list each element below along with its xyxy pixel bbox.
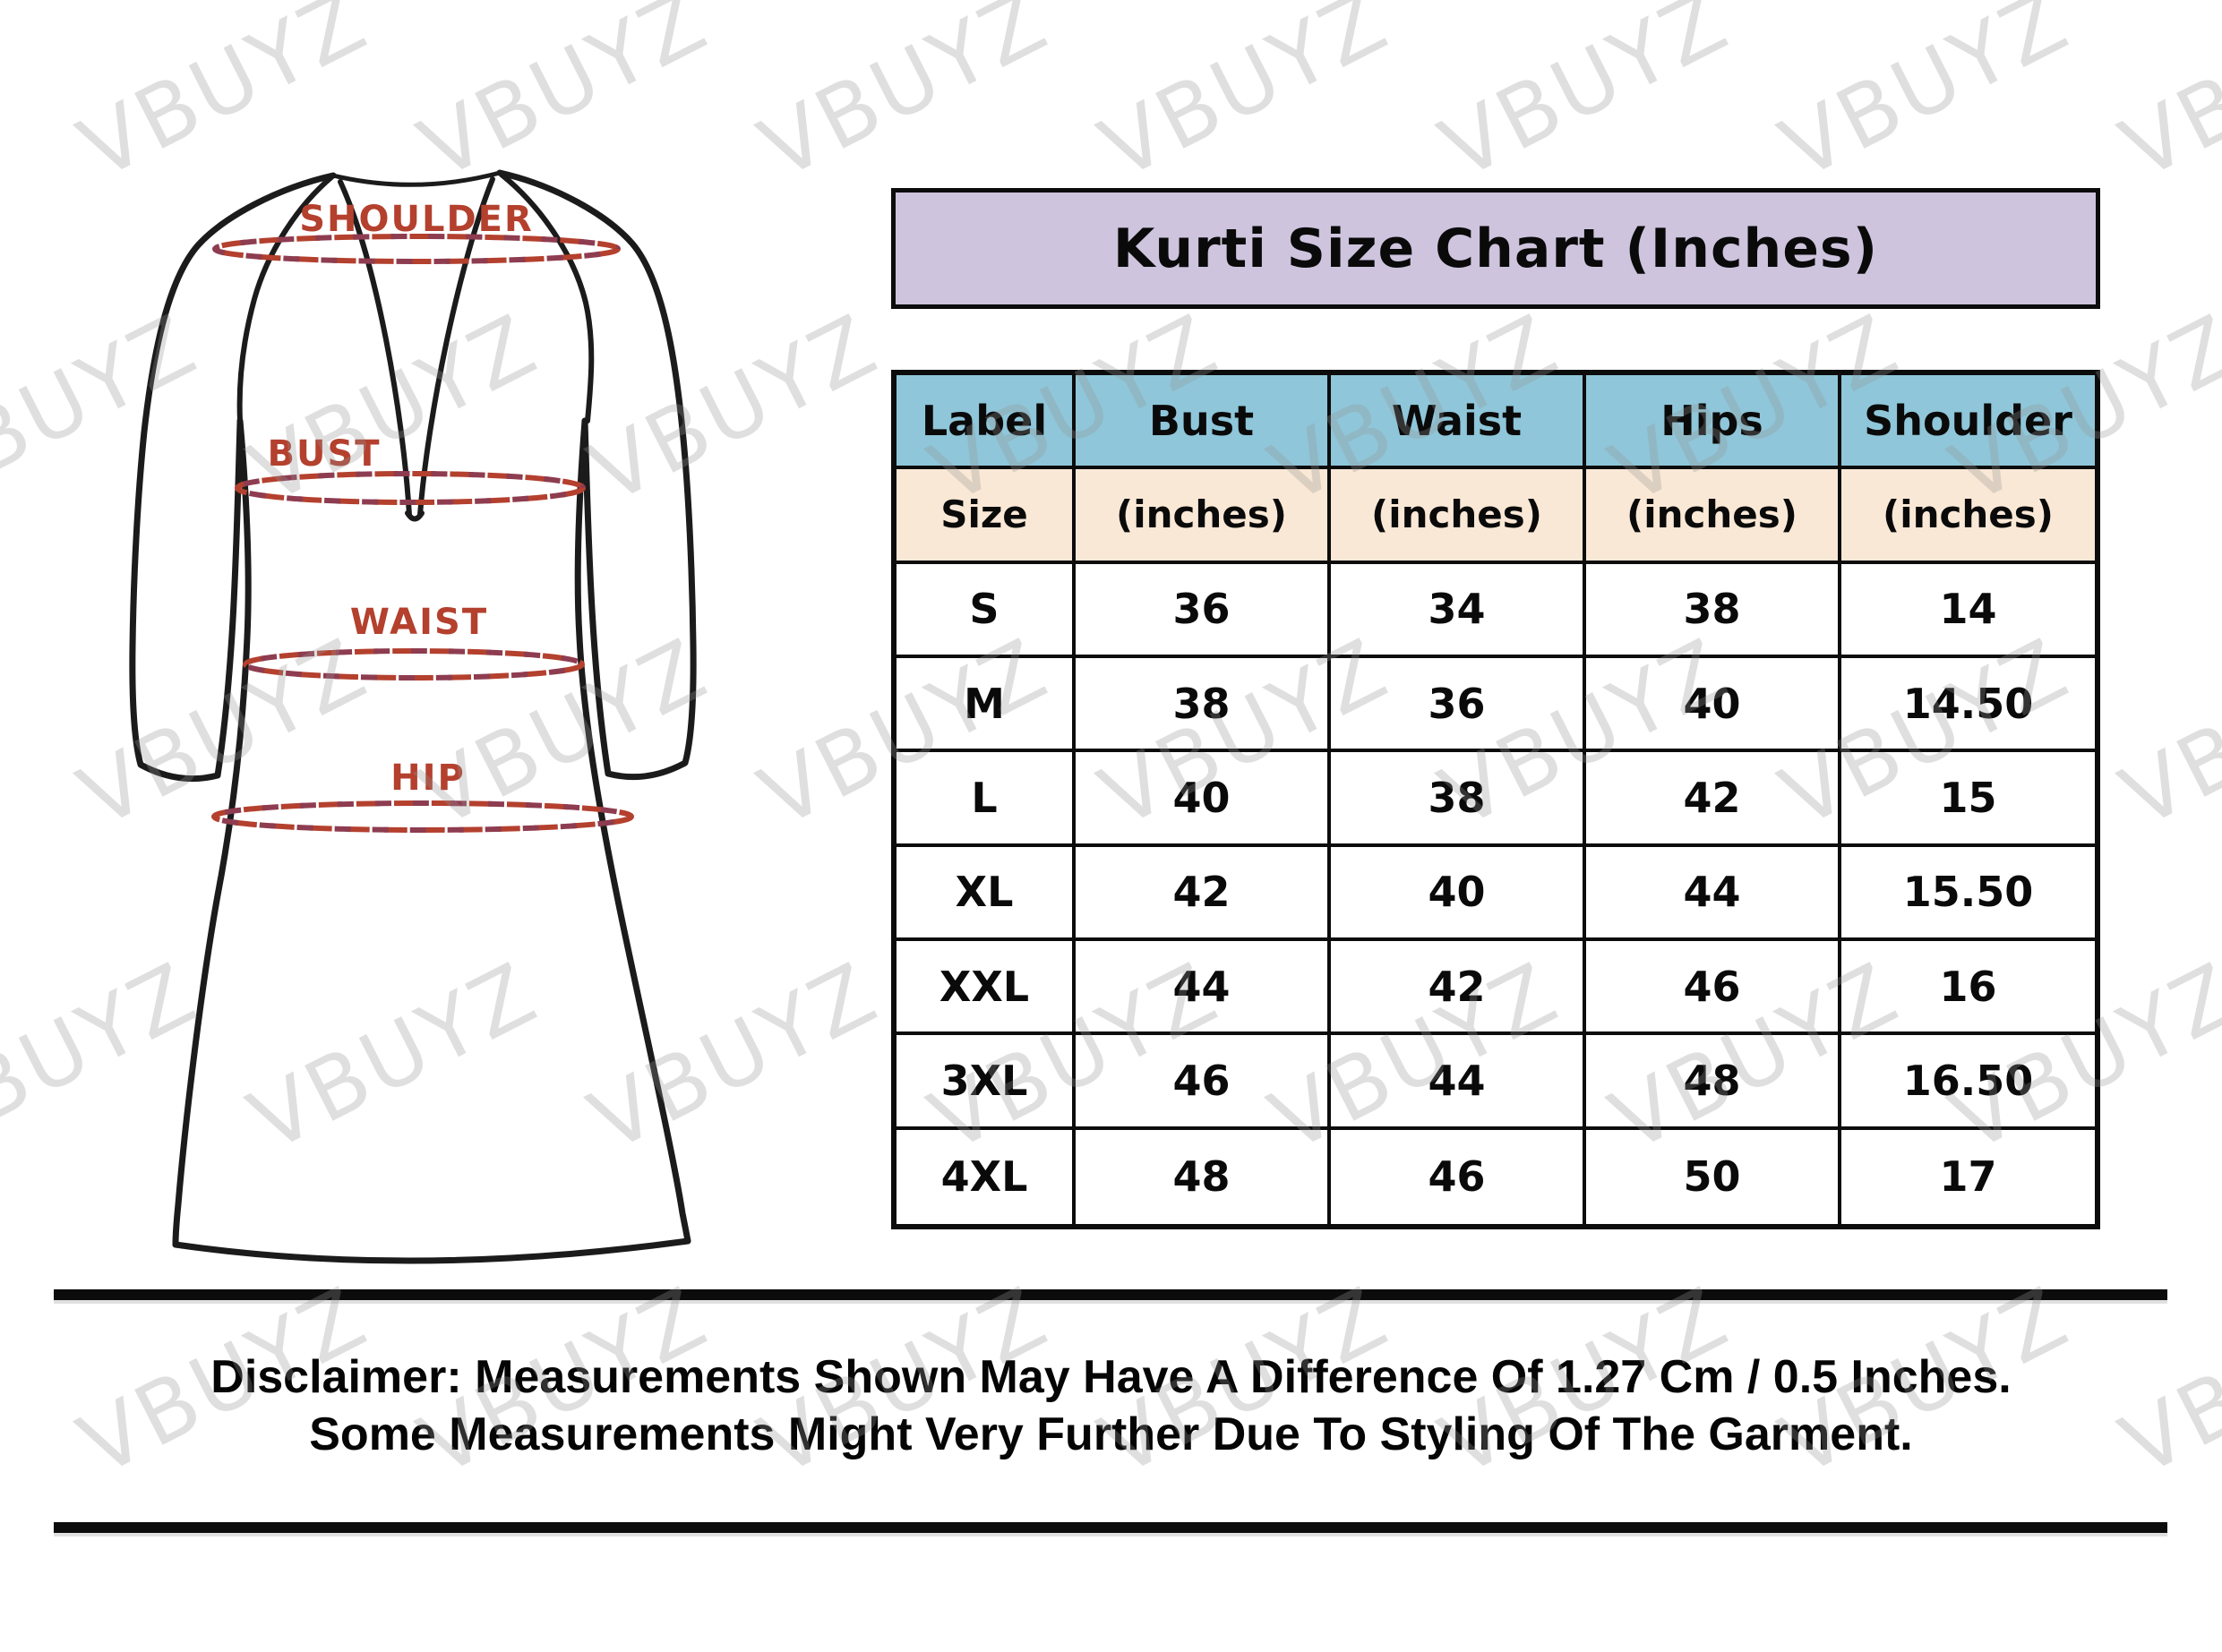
size-table: Label Bust Waist Hips Shoulder Size (inches) (i… xyxy=(891,370,2100,1229)
value-cell: 16 xyxy=(1841,941,2095,1036)
value-cell: 44 xyxy=(1586,846,1841,941)
watermark-text: VBUYZ xyxy=(2106,620,2222,847)
size-cell: S xyxy=(897,563,1076,658)
watermark-text: VBUYZ xyxy=(745,0,1064,199)
divider-bottom xyxy=(54,1522,2167,1533)
size-cell: XL xyxy=(897,846,1076,941)
right-sleeve-outline xyxy=(496,169,697,781)
value-cell: 40 xyxy=(1076,752,1331,847)
shoulder-measure-line-alt xyxy=(212,234,621,264)
disclaimer: Disclaimer: Measurements Shown May Have … xyxy=(0,1348,2222,1463)
header-cell-waist: Waist xyxy=(1331,375,1586,470)
value-cell: 42 xyxy=(1586,752,1841,847)
value-cell: 44 xyxy=(1076,941,1331,1036)
divider-top xyxy=(54,1289,2167,1300)
value-cell: 42 xyxy=(1331,941,1586,1036)
subheader-cell: (inches) xyxy=(1331,469,1586,564)
value-cell: 16.50 xyxy=(1841,1035,2095,1130)
left-armhole-seam xyxy=(236,175,334,424)
hip-label: HIP xyxy=(390,758,466,799)
value-cell: 36 xyxy=(1076,563,1331,658)
value-cell: 15 xyxy=(1841,752,2095,847)
value-cell: 48 xyxy=(1076,1129,1331,1224)
hem-line xyxy=(172,1237,691,1264)
value-cell: 14.50 xyxy=(1841,658,2095,753)
header-cell-hips: Hips xyxy=(1586,375,1841,470)
size-cell: M xyxy=(897,658,1076,753)
value-cell: 38 xyxy=(1076,658,1331,753)
hip-measure-line-alt xyxy=(211,800,634,833)
watermark-text: VBUYZ xyxy=(2106,0,2222,199)
value-cell: 44 xyxy=(1331,1035,1586,1130)
value-cell: 40 xyxy=(1586,658,1841,753)
value-cell: 50 xyxy=(1586,1129,1841,1224)
left-body-seam xyxy=(172,417,252,1248)
value-cell: 46 xyxy=(1331,1129,1586,1224)
chart-title: Kurti Size Chart (Inches) xyxy=(1112,217,1879,280)
back-neckline xyxy=(330,170,502,187)
subheader-cell: (inches) xyxy=(1586,469,1841,564)
waist-label: WAIST xyxy=(350,602,488,643)
right-body-seam xyxy=(574,417,691,1245)
header-cell-label: Label xyxy=(897,375,1076,470)
value-cell: 38 xyxy=(1331,752,1586,847)
subheader-cell: (inches) xyxy=(1841,469,2095,564)
watermark-text: VBUYZ xyxy=(1085,0,1404,199)
watermark-text: VBUYZ xyxy=(1426,0,1745,199)
waist-measure-line-alt xyxy=(243,648,585,680)
header-cell-shoulder: Shoulder xyxy=(1841,375,2095,470)
left-sleeve-outline xyxy=(129,172,337,783)
bust-measure-line-alt xyxy=(235,471,586,505)
disclaimer-line-2: Some Measurements Might Very Further Due… xyxy=(309,1408,1913,1460)
value-cell: 17 xyxy=(1841,1129,2095,1224)
subheader-cell: Size xyxy=(897,469,1076,564)
value-cell: 46 xyxy=(1586,941,1841,1036)
value-cell: 48 xyxy=(1586,1035,1841,1130)
subheader-cell: (inches) xyxy=(1076,469,1331,564)
watermark-text: VBUYZ xyxy=(1766,0,2085,199)
header-cell-bust: Bust xyxy=(1076,375,1331,470)
value-cell: 46 xyxy=(1076,1035,1331,1130)
bust-label: BUST xyxy=(267,433,381,475)
value-cell: 40 xyxy=(1331,846,1586,941)
neck-slit-bottom xyxy=(405,510,425,522)
value-cell: 34 xyxy=(1331,563,1586,658)
value-cell: 42 xyxy=(1076,846,1331,941)
shoulder-label: SHOULDER xyxy=(299,199,534,240)
size-cell: 4XL xyxy=(897,1129,1076,1224)
size-cell: XXL xyxy=(897,941,1076,1036)
chart-title-bar: Kurti Size Chart (Inches) xyxy=(891,188,2100,309)
value-cell: 14 xyxy=(1841,563,2095,658)
right-armhole-seam xyxy=(499,172,595,424)
kurti-diagram: SHOULDER BUST WAIST HIP xyxy=(129,169,697,1264)
value-cell: 38 xyxy=(1586,563,1841,658)
disclaimer-line-1: Disclaimer: Measurements Shown May Have … xyxy=(210,1351,2012,1403)
value-cell: 36 xyxy=(1331,658,1586,753)
size-cell: 3XL xyxy=(897,1035,1076,1130)
size-cell: L xyxy=(897,752,1076,847)
value-cell: 15.50 xyxy=(1841,846,2095,941)
